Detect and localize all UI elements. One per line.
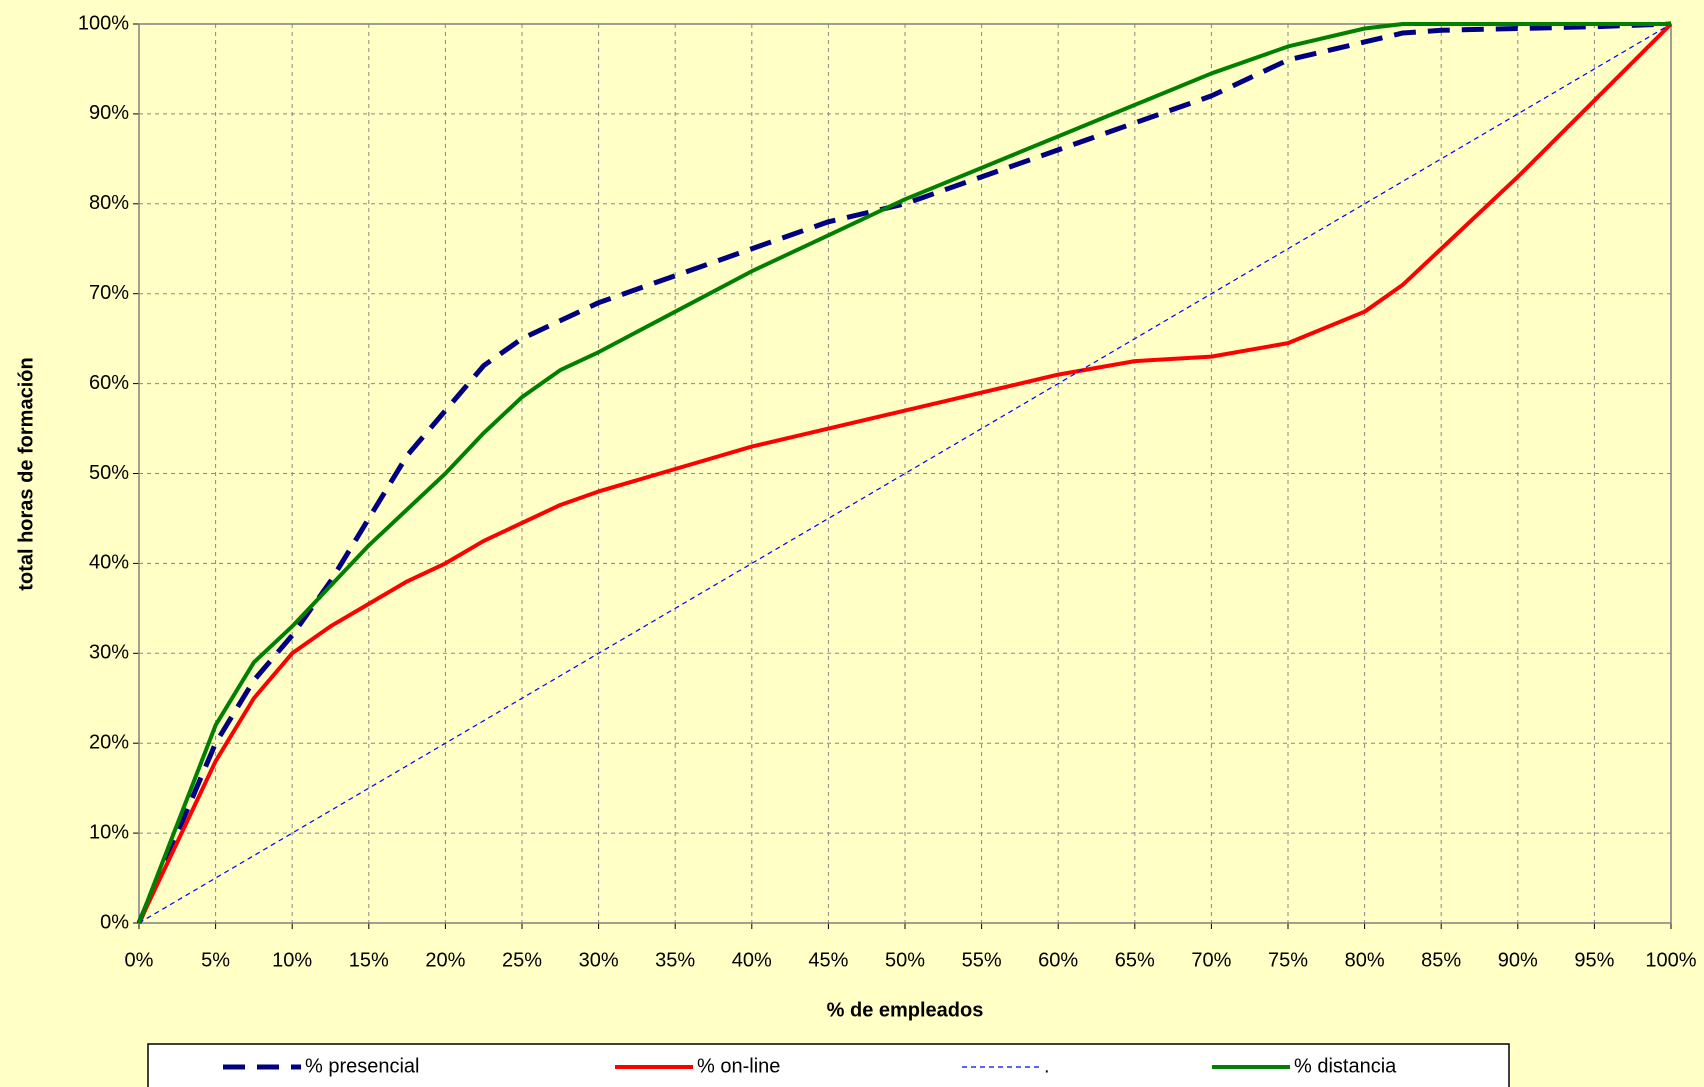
x-tick-label: 70%	[1191, 949, 1231, 971]
y-tick-label: 80%	[89, 192, 129, 214]
y-tick-label: 90%	[89, 102, 129, 124]
x-tick-label: 60%	[1038, 949, 1078, 971]
plot-frame	[138, 23, 1672, 924]
x-tick-label: 50%	[885, 949, 925, 971]
x-tick-label: 85%	[1421, 949, 1461, 971]
y-tick-label: 30%	[89, 642, 129, 664]
x-tick-label: 65%	[1115, 949, 1155, 971]
x-tick-label: 5%	[201, 949, 230, 971]
legend-label: % presencial	[305, 1055, 420, 1077]
x-tick-label: 45%	[808, 949, 848, 971]
x-tick-label: 20%	[425, 949, 465, 971]
x-tick-label: 80%	[1345, 949, 1385, 971]
x-tick-label: 95%	[1574, 949, 1614, 971]
x-tick-label: 90%	[1498, 949, 1538, 971]
y-axis-label: total horas de formación	[15, 357, 37, 590]
y-tick-label: 0%	[100, 911, 129, 933]
x-tick-label: 30%	[579, 949, 619, 971]
legend-label: % on-line	[697, 1055, 780, 1077]
series-line	[137, 22, 1671, 924]
y-tick-label: 70%	[89, 282, 129, 304]
x-tick-label: 25%	[502, 949, 542, 971]
y-tick-label: 60%	[89, 372, 129, 394]
series-line	[137, 22, 1673, 924]
x-tick-label: 0%	[125, 949, 154, 971]
x-tick-label: 10%	[272, 949, 312, 971]
y-tick-label: 50%	[89, 462, 129, 484]
x-axis-label: % de empleados	[827, 999, 984, 1021]
legend-label: % distancia	[1294, 1055, 1397, 1077]
x-tick-label: 35%	[655, 949, 695, 971]
legend-label: .	[1044, 1055, 1050, 1077]
y-tick-label: 100%	[78, 12, 129, 34]
x-tick-label: 75%	[1268, 949, 1308, 971]
x-tick-label: 55%	[962, 949, 1002, 971]
series-line	[138, 23, 1672, 924]
y-tick-label: 20%	[89, 731, 129, 753]
x-tick-label: 15%	[349, 949, 389, 971]
y-tick-label: 40%	[89, 552, 129, 574]
x-tick-label: 40%	[732, 949, 772, 971]
x-tick-label: 100%	[1645, 949, 1696, 971]
y-tick-label: 10%	[89, 821, 129, 843]
